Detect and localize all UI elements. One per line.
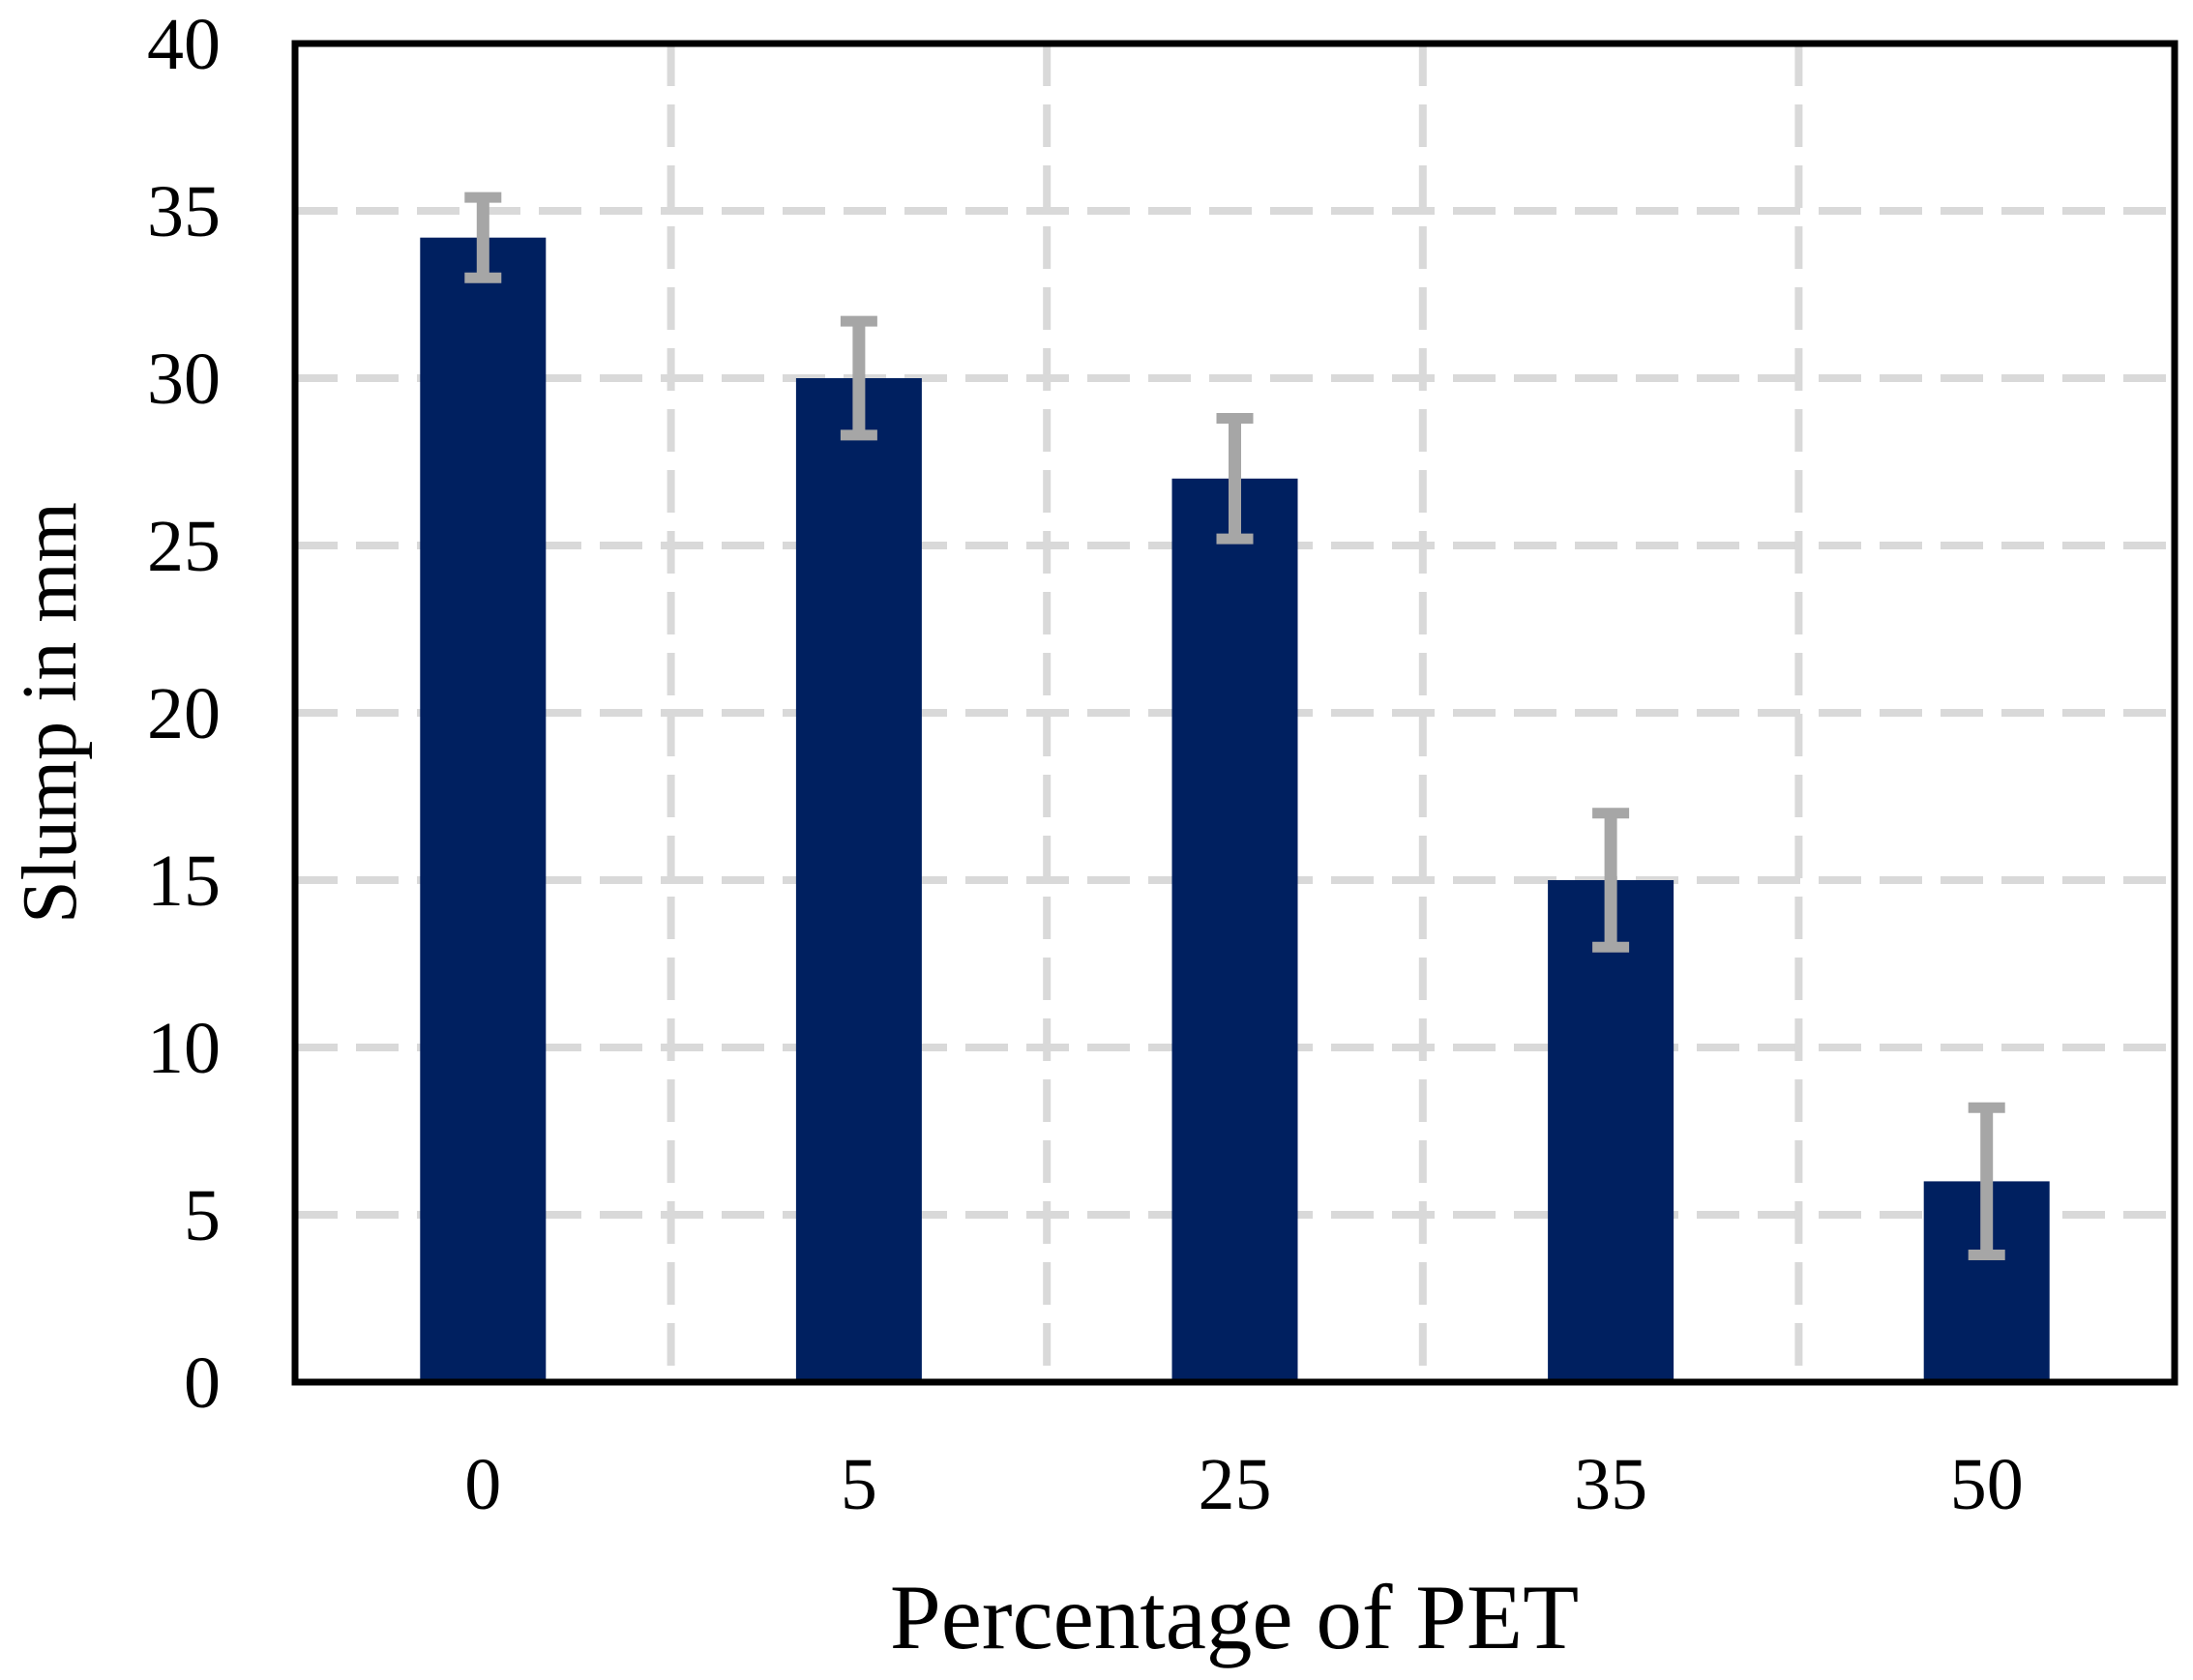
x-tick-label-35: 35 [1574,1444,1647,1525]
y-tick-label-40: 40 [147,4,221,85]
error-bars-group [464,192,2005,1261]
y-tick-label-0: 0 [184,1342,221,1424]
y-tick-label-20: 20 [147,673,221,754]
error-bar-50-pet [1968,1102,2005,1261]
plot-border-group [291,40,2178,1386]
x-tick-label-25: 25 [1199,1444,1272,1525]
x-tick-label-0: 0 [464,1444,501,1525]
bar-25-pet [1171,478,1298,1382]
bar-0-pet [420,237,547,1383]
y-tick-label-15: 15 [147,840,221,922]
error-bar-5-pet [840,315,877,441]
y-axis-title: Slump in mm [8,502,93,924]
y-tick-label-30: 30 [147,339,221,420]
bars-group [420,237,2050,1383]
error-bar-25-pet [1216,413,1254,545]
tick-labels-group: 0 5 10 15 20 25 30 35 40 0 5 25 35 50 [147,4,2024,1525]
y-tick-label-25: 25 [147,506,221,587]
bar-35-pet [1548,880,1674,1382]
bar-5-pet [795,378,922,1382]
y-tick-label-35: 35 [147,171,221,252]
y-tick-label-10: 10 [147,1008,221,1089]
error-bar-35-pet [1592,808,1630,953]
x-tick-label-50: 50 [1950,1444,2024,1525]
x-axis-title: Percentage of PET [890,1566,1579,1668]
y-tick-label-5: 5 [184,1175,221,1256]
x-tick-label-5: 5 [841,1444,877,1525]
plot-border [291,40,2178,1386]
error-bar-0-pet [464,192,502,283]
